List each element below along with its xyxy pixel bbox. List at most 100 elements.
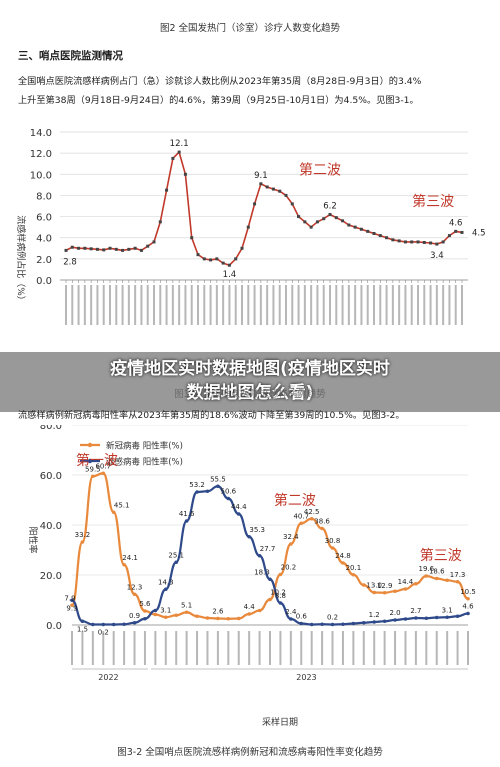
chart2-year-label: 2022 bbox=[98, 673, 118, 682]
chart2-x-tick-label bbox=[227, 631, 230, 665]
chart2-x-tick-label bbox=[133, 631, 136, 665]
chart1-data-point bbox=[372, 231, 376, 235]
chart1-x-tick-label bbox=[410, 285, 413, 325]
chart1-x-tick-label bbox=[335, 285, 338, 325]
chart1-data-point bbox=[334, 216, 338, 220]
chart1-data-point bbox=[114, 247, 118, 251]
chart1-data-point bbox=[133, 246, 137, 250]
chart2-flu-data-label: 50.6 bbox=[221, 488, 237, 496]
chart1-x-tick-label bbox=[429, 285, 432, 325]
chart1-data-label: 1.4 bbox=[223, 270, 237, 280]
chart2-covid-data-label: 7.9 bbox=[64, 594, 75, 602]
chart2-data-point bbox=[216, 484, 220, 489]
chart2-data-point bbox=[216, 616, 220, 621]
chart2-data-point bbox=[289, 617, 293, 621]
chart2-x-tick-label bbox=[300, 631, 303, 665]
chart1-x-tick-label bbox=[253, 285, 256, 325]
chart1-y-axis-label: 流感样病例占比（%） bbox=[15, 215, 27, 305]
chart2-x-tick-label bbox=[321, 631, 324, 665]
chart2-x-tick-label bbox=[394, 631, 397, 665]
chart1-data-point bbox=[246, 225, 250, 229]
chart2-flu-data-label: 25.1 bbox=[168, 551, 184, 559]
chart2-flu-data-label: 27.7 bbox=[260, 545, 276, 553]
chart1-y-tick-label: 0.0 bbox=[36, 276, 52, 287]
chart2-data-point bbox=[153, 608, 158, 613]
chart2-x-tick-label bbox=[446, 631, 449, 665]
chart1-data-point bbox=[102, 248, 106, 252]
chart1-data-point bbox=[89, 247, 93, 251]
chart1-data-point bbox=[158, 220, 162, 224]
chart2-data-point bbox=[424, 616, 429, 621]
chart1-data-point bbox=[190, 236, 194, 240]
chart1-x-tick-label bbox=[329, 285, 331, 325]
chart1-data-point bbox=[127, 247, 131, 251]
chart2-wave-annotation: 第三波 bbox=[420, 547, 462, 564]
chart2-y-tick-label: 20.0 bbox=[40, 571, 62, 582]
chart2-x-tick-label bbox=[164, 631, 167, 665]
chart1-x-tick-label bbox=[65, 285, 67, 325]
chart1-x-tick-label bbox=[209, 285, 212, 325]
chart2-covid-data-label: 20.1 bbox=[346, 564, 362, 572]
chart1-x-tick-label bbox=[228, 285, 231, 325]
chart1-x-tick-label bbox=[159, 285, 162, 325]
chart2-data-point bbox=[309, 516, 314, 521]
chart1-x-tick-label bbox=[272, 285, 275, 325]
chart2-data-point bbox=[205, 616, 210, 620]
chart2-covid-data-label: 40.7 bbox=[293, 512, 309, 520]
chart1-data-point bbox=[196, 253, 200, 257]
chart1-data-point bbox=[139, 248, 143, 252]
chart2-x-tick-label bbox=[91, 631, 94, 665]
chart2-flu-data-label: 14.3 bbox=[158, 578, 174, 586]
chart1-data-point bbox=[460, 230, 464, 234]
chart2-data-point bbox=[268, 597, 272, 602]
chart2-data-point bbox=[132, 592, 137, 597]
chart2-data-point bbox=[382, 590, 387, 595]
chart1-x-tick-label bbox=[171, 285, 174, 325]
chart2-data-point bbox=[403, 587, 408, 591]
chart2-data-point bbox=[434, 615, 439, 620]
chart2-data-point bbox=[122, 622, 126, 627]
chart2-data-point bbox=[466, 611, 470, 616]
chart2-data-point bbox=[393, 589, 397, 594]
chart1-data-point bbox=[309, 225, 313, 229]
chart2-x-tick-label bbox=[352, 631, 355, 665]
chart2-data-point bbox=[361, 583, 366, 587]
chart2-data-point bbox=[372, 590, 377, 595]
chart1-y-tick-label: 14.0 bbox=[30, 128, 52, 139]
chart1-x-tick-label bbox=[366, 285, 369, 325]
chart1-x-tick-label bbox=[354, 285, 357, 325]
chart2-data-point bbox=[101, 622, 106, 627]
chart2-flu-data-label: 2.7 bbox=[410, 607, 421, 615]
chart2-data-point bbox=[174, 613, 179, 618]
chart1-y-tick-label: 8.0 bbox=[36, 191, 52, 202]
chart1-data-point bbox=[152, 240, 156, 244]
chart2-flu-data-label: 41.6 bbox=[179, 510, 195, 518]
chart1-x-tick-label bbox=[373, 285, 375, 325]
chart2-covid-data-label: 5.1 bbox=[181, 601, 192, 609]
chart2-legend-label: 新冠病毒 阳性率(%) bbox=[106, 441, 183, 452]
chart2-data-point bbox=[236, 512, 241, 516]
chart1-x-tick-label bbox=[259, 285, 262, 325]
chart2-flu-data-label: 44.4 bbox=[231, 503, 247, 511]
chart2-data-point bbox=[330, 622, 335, 627]
chart1-data-point bbox=[183, 172, 187, 176]
chart1-data-point bbox=[397, 239, 401, 243]
chart1-data-point bbox=[271, 187, 275, 191]
chart2-data-point bbox=[278, 601, 283, 605]
chart1-x-tick-label bbox=[71, 285, 74, 325]
chart2-x-tick-label bbox=[112, 631, 115, 665]
chart1-x-tick-label bbox=[197, 285, 199, 325]
chart2-data-point bbox=[184, 610, 189, 615]
chart1-data-label: 4.5 bbox=[472, 228, 486, 238]
chart2-covid-data-label: 18.6 bbox=[429, 568, 445, 576]
chart2-covid-data-label: 14.4 bbox=[398, 578, 414, 586]
chart2-data-point bbox=[132, 620, 137, 625]
chart1-data-point bbox=[221, 261, 225, 265]
chart1-x-tick-label bbox=[448, 285, 451, 325]
chart2-y-tick-label: 80.0 bbox=[40, 425, 62, 432]
chart1-data-point bbox=[454, 229, 458, 233]
chart2-flu-data-label: 0.2 bbox=[327, 614, 338, 622]
chart1-data-point bbox=[435, 242, 439, 246]
chart1-data-point bbox=[441, 240, 445, 244]
chart2-data-point bbox=[382, 619, 387, 624]
